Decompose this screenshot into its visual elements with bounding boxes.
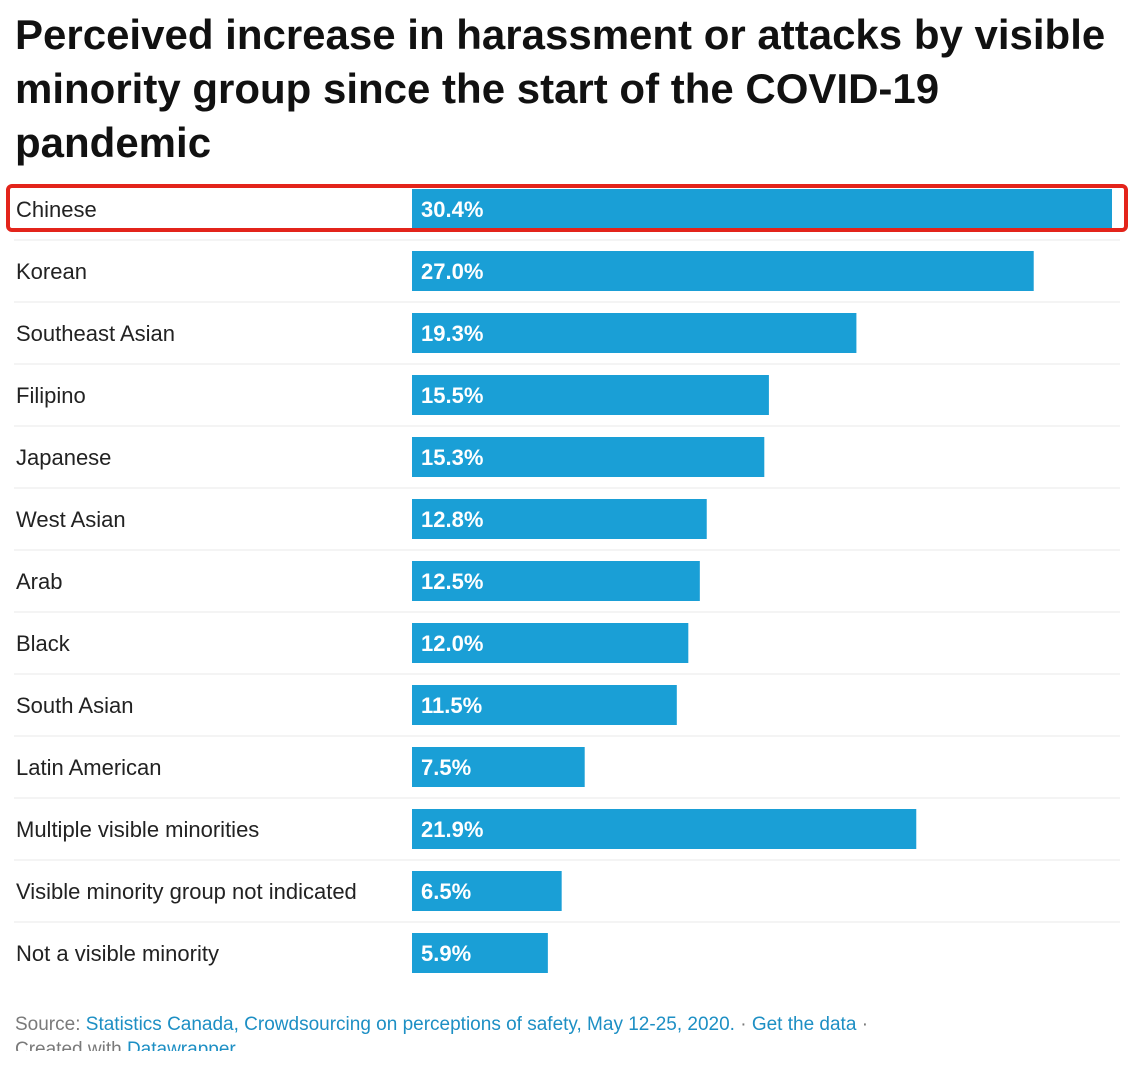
category-label-arab: Arab	[16, 569, 62, 594]
value-label-latin-american: 7.5%	[421, 755, 471, 780]
category-label-not-a-visible-minority: Not a visible minority	[16, 941, 219, 966]
bar-southeast-asian	[412, 313, 857, 353]
bar-visible-minority-group-not-indicated	[412, 871, 562, 911]
category-label-black: Black	[16, 631, 71, 656]
bar-multiple-visible-minorities	[412, 809, 917, 849]
category-label-chinese: Chinese	[16, 197, 97, 222]
category-label-multiple-visible-minorities: Multiple visible minorities	[16, 817, 259, 842]
bar-south-asian	[412, 685, 677, 725]
bar-west-asian	[412, 499, 707, 539]
category-label-korean: Korean	[16, 259, 87, 284]
separator-dot: ·	[740, 1014, 747, 1035]
separator-dot-2: ·	[861, 1014, 869, 1035]
bar-latin-american	[412, 747, 585, 787]
get-the-data-link[interactable]: Get the data	[751, 1014, 857, 1035]
chart-title: Perceived increase in harassment or atta…	[15, 11, 1106, 166]
category-label-filipino: Filipino	[16, 383, 86, 408]
source-link[interactable]: Statistics Canada, Crowdsourcing on perc…	[85, 1014, 735, 1035]
category-label-west-asian: West Asian	[16, 507, 126, 532]
category-label-south-asian: South Asian	[16, 693, 133, 718]
value-label-filipino: 15.5%	[421, 383, 483, 408]
bar-japanese	[412, 437, 765, 477]
value-label-chinese: 30.4%	[421, 197, 483, 222]
datawrapper-link[interactable]: Datawrapper	[126, 1039, 236, 1051]
category-label-latin-american: Latin American	[16, 755, 162, 780]
value-label-visible-minority-group-not-indicated: 6.5%	[421, 879, 471, 904]
value-label-west-asian: 12.8%	[421, 507, 483, 532]
bar-chart: Chinese 30.4% Korean 27.0% Southeast Asian 19…	[6, 184, 1128, 973]
bar-black	[412, 623, 689, 663]
category-label-japanese: Japanese	[16, 445, 111, 470]
chart-footer: Source: Statistics Canada, Crowdsourcing…	[15, 1012, 1115, 1051]
value-label-black: 12.0%	[421, 631, 483, 656]
value-label-korean: 27.0%	[421, 259, 483, 284]
value-label-japanese: 15.3%	[421, 445, 483, 470]
value-label-south-asian: 11.5%	[421, 693, 482, 718]
bar-not-a-visible-minority	[412, 933, 548, 973]
highlight-box	[6, 184, 1128, 232]
created-with-text: Created with	[15, 1039, 122, 1051]
value-label-arab: 12.5%	[421, 569, 483, 594]
value-label-multiple-visible-minorities: 21.9%	[421, 817, 483, 842]
bar-arab	[412, 561, 700, 601]
bar-filipino	[412, 375, 769, 415]
source-prefix: Source:	[15, 1014, 81, 1035]
value-label-not-a-visible-minority: 5.9%	[421, 941, 471, 966]
bar-chinese	[412, 189, 1112, 229]
category-label-visible-minority-group-not-indicated: Visible minority group not indicated	[16, 879, 357, 904]
value-label-southeast-asian: 19.3%	[421, 321, 483, 346]
category-label-southeast-asian: Southeast Asian	[16, 321, 175, 346]
bar-korean	[412, 251, 1034, 291]
